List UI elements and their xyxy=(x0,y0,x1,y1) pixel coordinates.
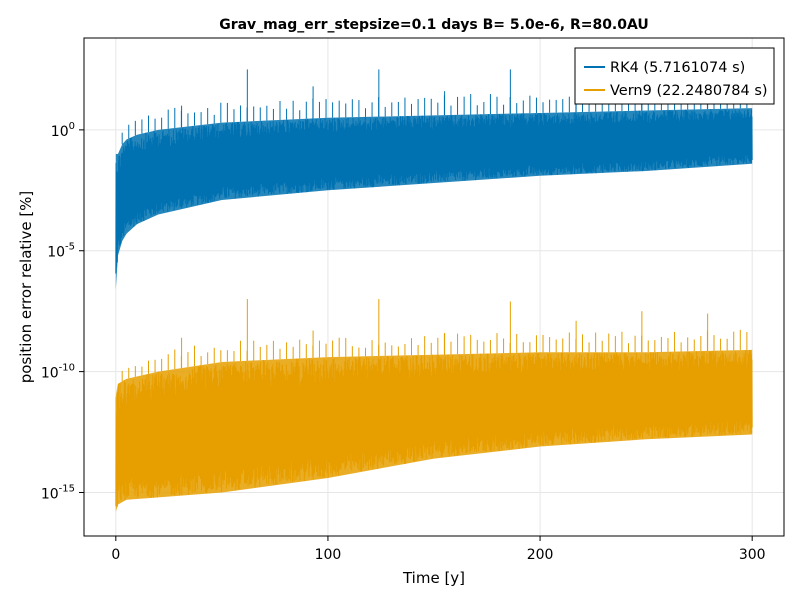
series-band-1 xyxy=(115,349,753,512)
y-tick-label: 100 xyxy=(51,121,75,140)
x-tick-label: 100 xyxy=(315,547,342,563)
x-tick-label: 300 xyxy=(739,547,766,563)
x-tick-label: 200 xyxy=(527,547,554,563)
legend-label-vern9: Vern9 (22.2480784 s) xyxy=(610,83,768,99)
y-tick-label: 10-10 xyxy=(41,363,75,382)
plot-frame xyxy=(83,37,785,537)
y-axis-title: position error relative [%] xyxy=(17,191,35,384)
series-band-0 xyxy=(115,108,753,290)
legend: RK4 (5.7161074 s) Vern9 (22.2480784 s) xyxy=(574,47,775,105)
series-layer xyxy=(115,69,753,512)
legend-label-rk4: RK4 (5.7161074 s) xyxy=(610,60,745,76)
y-tick-label: 10-15 xyxy=(41,483,75,502)
axis-ticks: 0 100 200 300 100 10-5 10-10 10-15 xyxy=(41,121,766,563)
y-tick-label: 10-5 xyxy=(47,242,75,261)
chart-title: Grav_mag_err_stepsize=0.1 days B= 5.0e-6… xyxy=(219,17,649,33)
x-tick-label: 0 xyxy=(111,547,120,563)
legend-box xyxy=(574,47,775,105)
x-axis-title: Time [y] xyxy=(402,569,465,587)
